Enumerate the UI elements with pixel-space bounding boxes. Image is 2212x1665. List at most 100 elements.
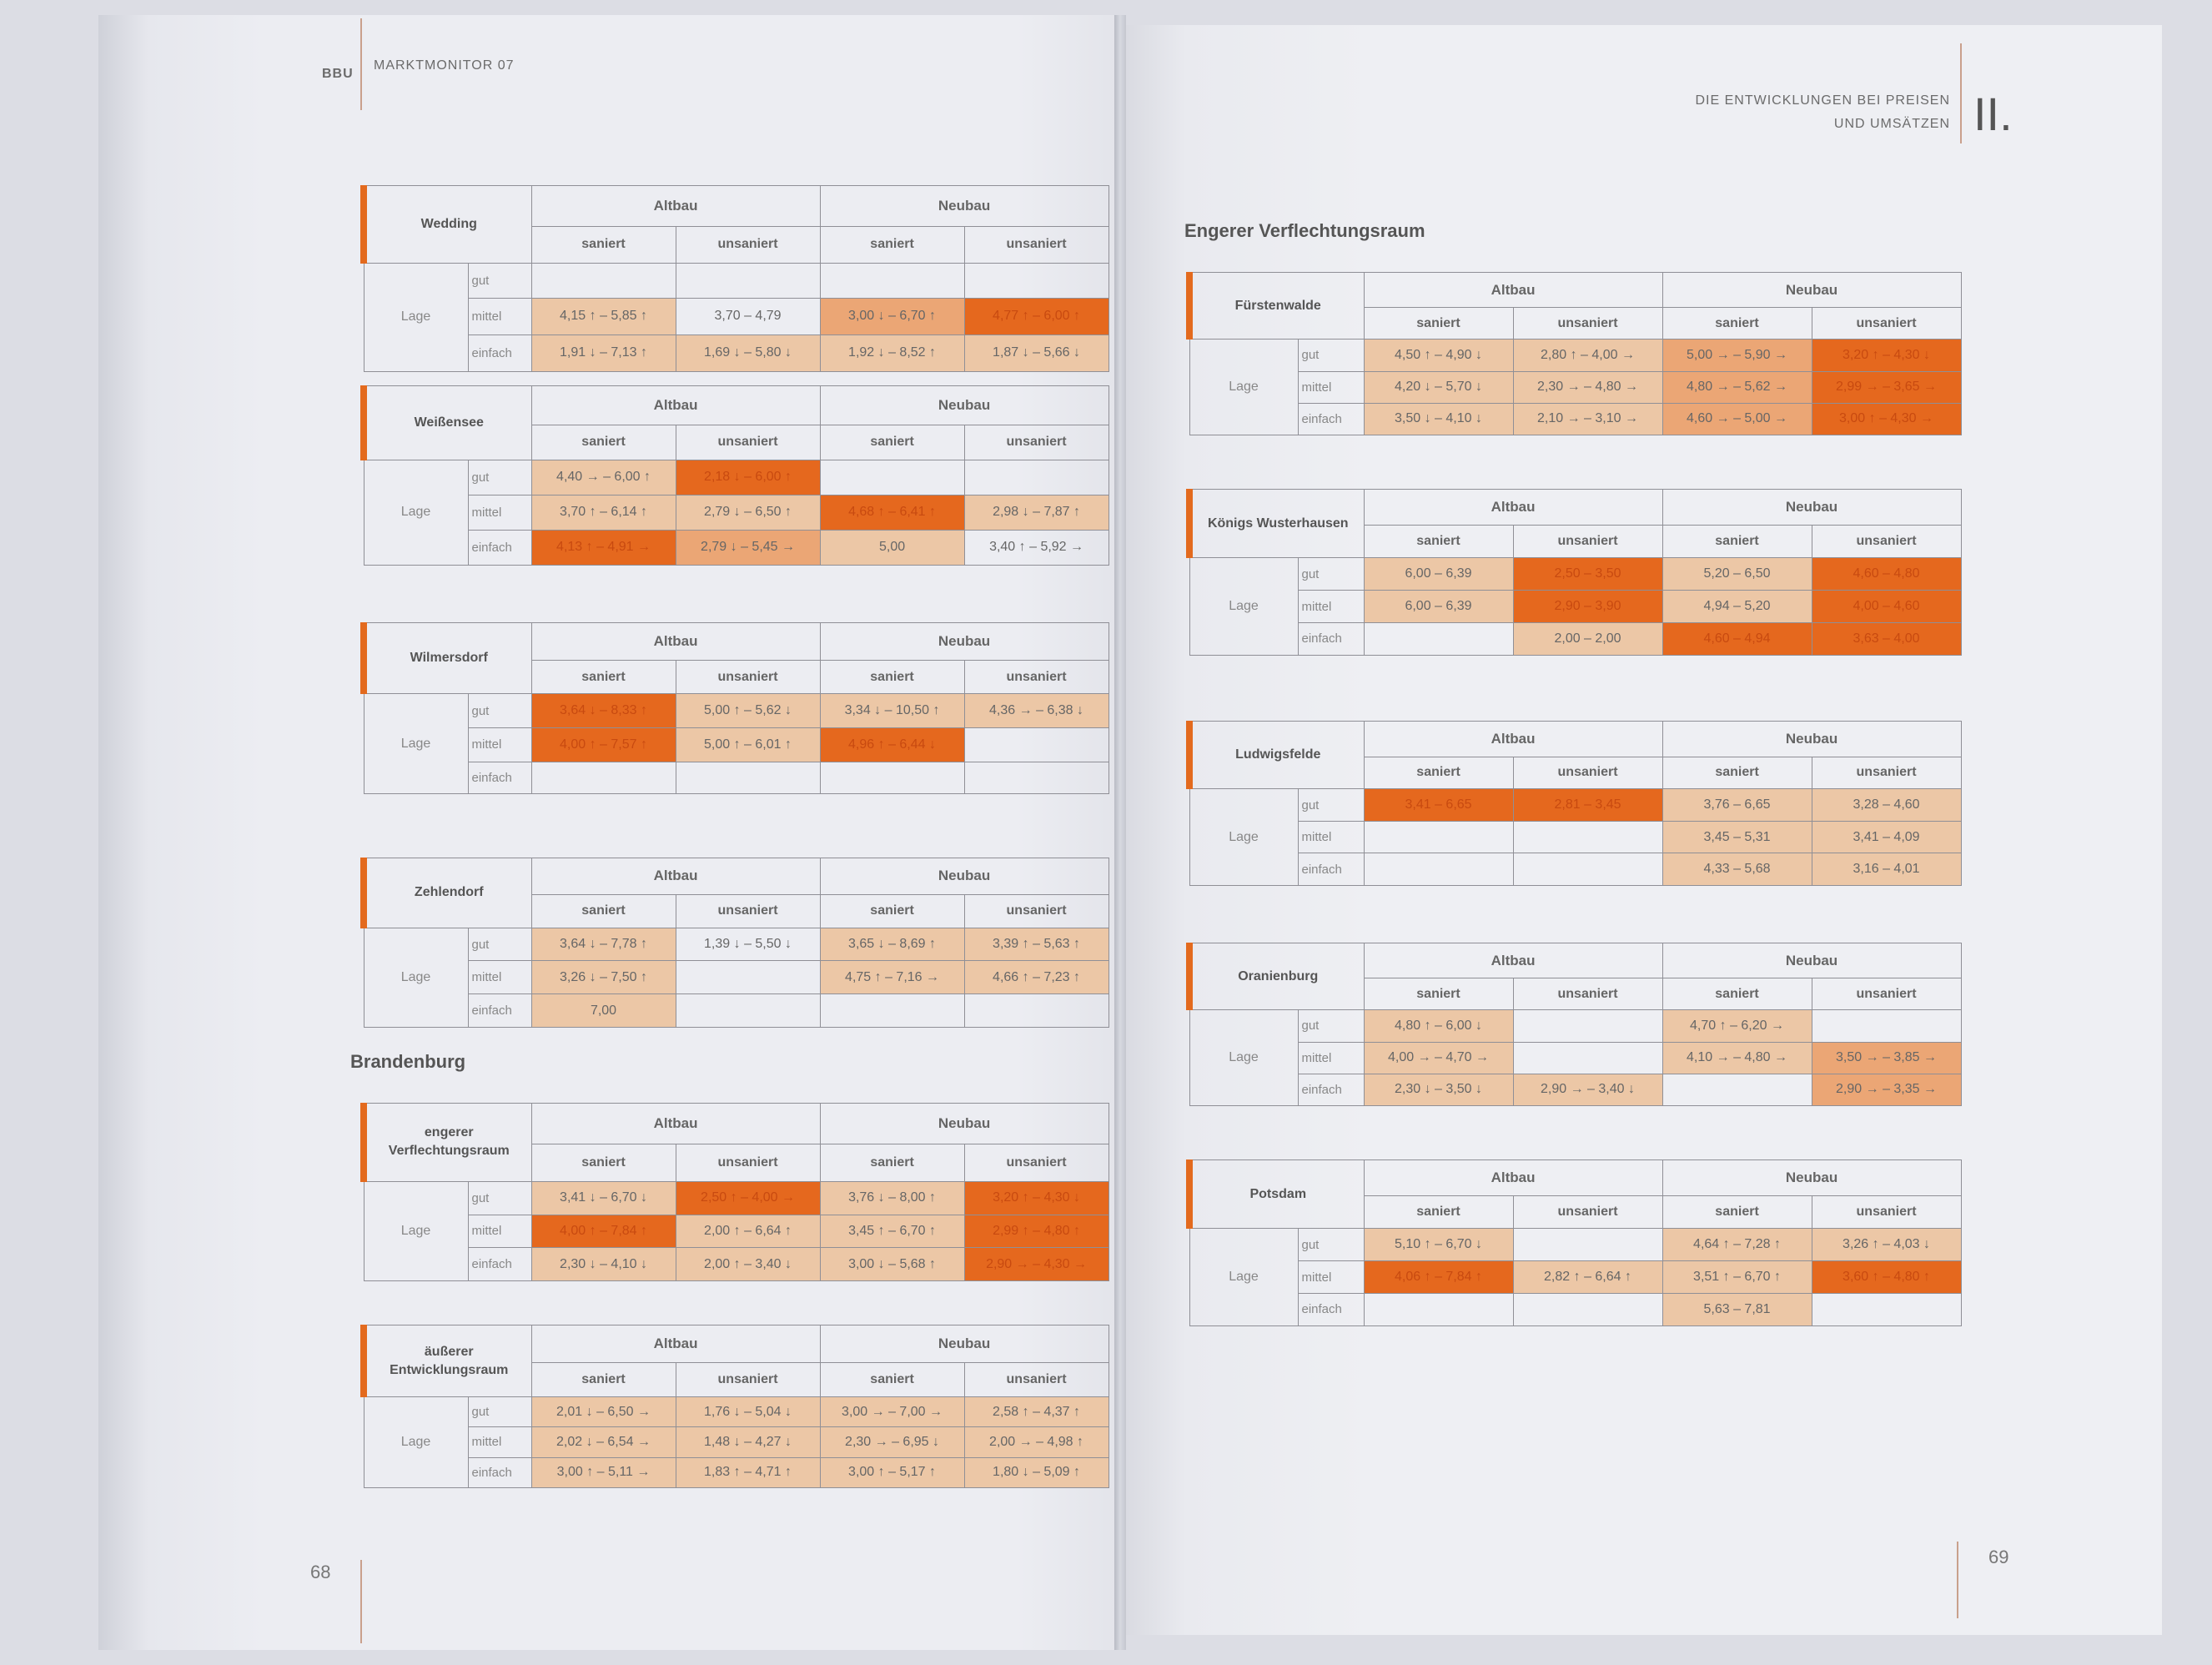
row-label-mittel: mittel <box>467 494 532 531</box>
price-cell: 3,70 – 4,79 <box>675 297 821 335</box>
subheader-unsaniert: unsaniert <box>1512 307 1663 340</box>
table-row: Lage gut 6,00 – 6,39 2,50 – 3,50 5,20 – 6,50… <box>1189 557 1962 656</box>
table-name: Potsdam <box>1185 1159 1365 1230</box>
subheader-unsaniert: unsaniert <box>1512 525 1663 559</box>
table-koenigs-wusterhausen: Königs Wusterhausen Altbau Neubau saniert un… <box>1186 488 1962 656</box>
price-cell: 6,00 – 6,39 <box>1363 590 1514 623</box>
group-altbau: Altbau <box>530 622 821 661</box>
price-cell: 4,00 ↑ – 7,57 ↑ <box>530 727 676 762</box>
book-spine <box>1114 15 1126 1650</box>
subheader-unsaniert: unsaniert <box>675 1362 821 1398</box>
price-cell: 2,00 – 2,00 <box>1512 621 1663 656</box>
row-label-mittel: mittel <box>1297 590 1365 623</box>
price-cell: 3,20 ↑ – 4,30 ↓ <box>1811 339 1962 372</box>
price-cell: 2,00 → – 4,98 ↑ <box>963 1426 1109 1458</box>
lage-label: Lage <box>1189 788 1298 886</box>
price-cell: 3,00 → – 7,00 → <box>819 1396 965 1428</box>
lage-label: Lage <box>363 1180 468 1282</box>
table-row: mittel 4,20 ↓ – 5,70 ↓ 2,30 → – 4,80 → 4,80… <box>1189 370 1962 404</box>
price-cell: 1,87 ↓ – 5,66 ↓ <box>963 334 1109 373</box>
row-label-mittel: mittel <box>1297 1041 1365 1074</box>
row-label-einfach: einfach <box>1297 621 1365 656</box>
subheader-saniert: saniert <box>1662 1195 1812 1230</box>
group-altbau: Altbau <box>530 858 821 895</box>
price-cell: 3,63 – 4,00 <box>1811 621 1962 656</box>
lage-label: Lage <box>1189 1009 1298 1106</box>
header-rule <box>360 18 362 110</box>
table-row: mittel 4,00 → – 4,70 → 4,10 → – 4,80 → 3,50… <box>1189 1041 1962 1074</box>
subheader-unsaniert: unsaniert <box>675 1144 821 1182</box>
price-cell: 3,26 ↑ – 4,03 ↓ <box>1811 1228 1962 1262</box>
table-row: mittel 4,00 ↑ – 7,57 ↑ 5,00 ↑ – 6,01 ↑ 4,96… <box>364 727 1109 762</box>
price-cell: 1,92 ↓ – 8,52 ↑ <box>819 334 965 373</box>
price-cell: 3,76 – 6,65 <box>1662 788 1812 822</box>
lage-label: Lage <box>1189 339 1298 435</box>
group-altbau: Altbau <box>1363 942 1663 979</box>
group-neubau: Neubau <box>1662 271 1962 309</box>
table-name: Königs Wusterhausen <box>1186 488 1365 559</box>
price-cell: 3,41 – 6,65 <box>1363 788 1514 822</box>
price-cell: 1,91 ↓ – 7,13 ↑ <box>530 334 676 373</box>
table-row: mittel 4,06 ↑ – 7,84 ↑ 2,82 ↑ – 6,64 ↑ 3,51… <box>1189 1260 1962 1294</box>
price-cell <box>530 761 676 795</box>
subheader-saniert: saniert <box>1363 756 1514 790</box>
price-cell: 2,00 ↑ – 3,40 ↓ <box>675 1247 821 1281</box>
subheader-unsaniert: unsaniert <box>1512 756 1663 790</box>
row-label-einfach: einfach <box>1297 1073 1365 1107</box>
price-cell: 2,90 → – 3,40 ↓ <box>1512 1073 1663 1107</box>
price-cell: 3,00 ↑ – 5,17 ↑ <box>819 1456 965 1489</box>
row-label-einfach: einfach <box>467 1247 532 1281</box>
row-label-mittel: mittel <box>467 1214 532 1249</box>
group-neubau: Neubau <box>1662 942 1962 979</box>
row-label-gut: gut <box>467 693 532 728</box>
row-label-einfach: einfach <box>467 761 532 795</box>
price-cell: 3,00 ↓ – 5,68 ↑ <box>819 1247 965 1281</box>
price-cell: 2,90 – 3,90 <box>1512 590 1663 623</box>
row-label-gut: gut <box>1297 788 1365 822</box>
lage-label: Lage <box>1189 557 1298 656</box>
table-name: Wilmersdorf <box>360 621 532 695</box>
price-cell: 2,79 ↓ – 6,50 ↑ <box>675 494 821 531</box>
footer-rule <box>360 1560 362 1643</box>
subheader-saniert: saniert <box>530 1144 676 1182</box>
row-label-gut: gut <box>467 927 532 962</box>
table-row: Lage gut 3,64 ↓ – 7,78 ↑ 1,39 ↓ – 5,50 ↓ 3,6… <box>363 927 1109 1029</box>
price-cell <box>1512 1041 1663 1074</box>
price-cell: 3,41 – 4,09 <box>1811 820 1962 854</box>
table-name: Fürstenwalde <box>1186 271 1365 340</box>
subheader-unsaniert: unsaniert <box>1512 1195 1663 1230</box>
price-cell: 1,39 ↓ – 5,50 ↓ <box>675 927 821 962</box>
page-number-right: 69 <box>1988 1547 2009 1567</box>
subheader-saniert: saniert <box>1363 525 1514 559</box>
row-label-mittel: mittel <box>1297 1260 1365 1294</box>
subheader-unsaniert: unsaniert <box>675 659 821 695</box>
group-neubau: Neubau <box>819 185 1109 227</box>
row-label-einfach: einfach <box>467 1456 532 1489</box>
subheader-unsaniert: unsaniert <box>1811 756 1962 790</box>
subheader-saniert: saniert <box>1662 307 1812 340</box>
header-title: MARKTMONITOR 07 <box>374 58 515 73</box>
table-brandenburg-engerer: engerer Verflechtungsraum Altbau Neubau san… <box>359 1102 1109 1282</box>
price-cell: 4,80 ↑ – 6,00 ↓ <box>1363 1009 1514 1043</box>
subheader-unsaniert: unsaniert <box>963 1362 1109 1398</box>
row-label-mittel: mittel <box>467 960 532 995</box>
table-row: Lage gut <box>363 262 1109 373</box>
price-cell: 2,00 ↑ – 6,64 ↑ <box>675 1214 821 1249</box>
price-cell: 3,00 ↓ – 6,70 ↑ <box>819 297 965 335</box>
price-cell: 2,90 → – 3,35 → <box>1811 1073 1962 1107</box>
lage-label: Lage <box>363 693 468 794</box>
table-row: einfach 1,91 ↓ – 7,13 ↑ 1,69 ↓ – 5,80 ↓ 1,9… <box>364 334 1109 373</box>
section-brandenburg: Brandenburg <box>350 1051 466 1072</box>
table-ludwigsfelde: Ludwigsfelde Altbau Neubau saniert unsaniert… <box>1185 720 1962 886</box>
row-label-einfach: einfach <box>467 334 532 373</box>
table-row: mittel 2,02 ↓ – 6,54 → 1,48 ↓ – 4,27 ↓ 2,30… <box>364 1426 1109 1458</box>
header-line-1: DIE ENTWICKLUNGEN BEI PREISEN <box>1695 93 1950 108</box>
table-zehlendorf: Zehlendorf Altbau Neubau saniert unsaniert sa… <box>359 858 1109 1029</box>
price-cell <box>1512 1228 1663 1262</box>
row-label-mittel: mittel <box>1297 820 1365 854</box>
subheader-saniert: saniert <box>819 225 965 264</box>
subheader-unsaniert: unsaniert <box>963 424 1109 460</box>
price-cell <box>1363 853 1514 886</box>
price-cell: 5,10 ↑ – 6,70 ↓ <box>1363 1228 1514 1262</box>
price-cell: 3,28 – 4,60 <box>1811 788 1962 822</box>
